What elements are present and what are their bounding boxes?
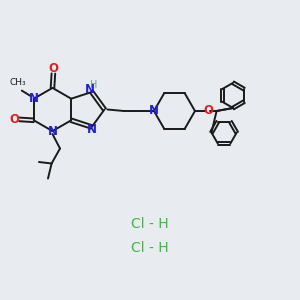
Text: N: N: [149, 104, 159, 118]
Text: O: O: [203, 104, 213, 118]
Text: Cl - H: Cl - H: [131, 241, 169, 254]
Text: O: O: [48, 61, 59, 75]
Text: CH₃: CH₃: [10, 78, 26, 87]
Text: N: N: [87, 123, 97, 136]
Text: N: N: [29, 92, 39, 105]
Text: N: N: [85, 83, 95, 96]
Text: Cl - H: Cl - H: [131, 217, 169, 230]
Text: H: H: [90, 80, 97, 89]
Text: O: O: [9, 113, 19, 126]
Text: N: N: [47, 124, 58, 138]
